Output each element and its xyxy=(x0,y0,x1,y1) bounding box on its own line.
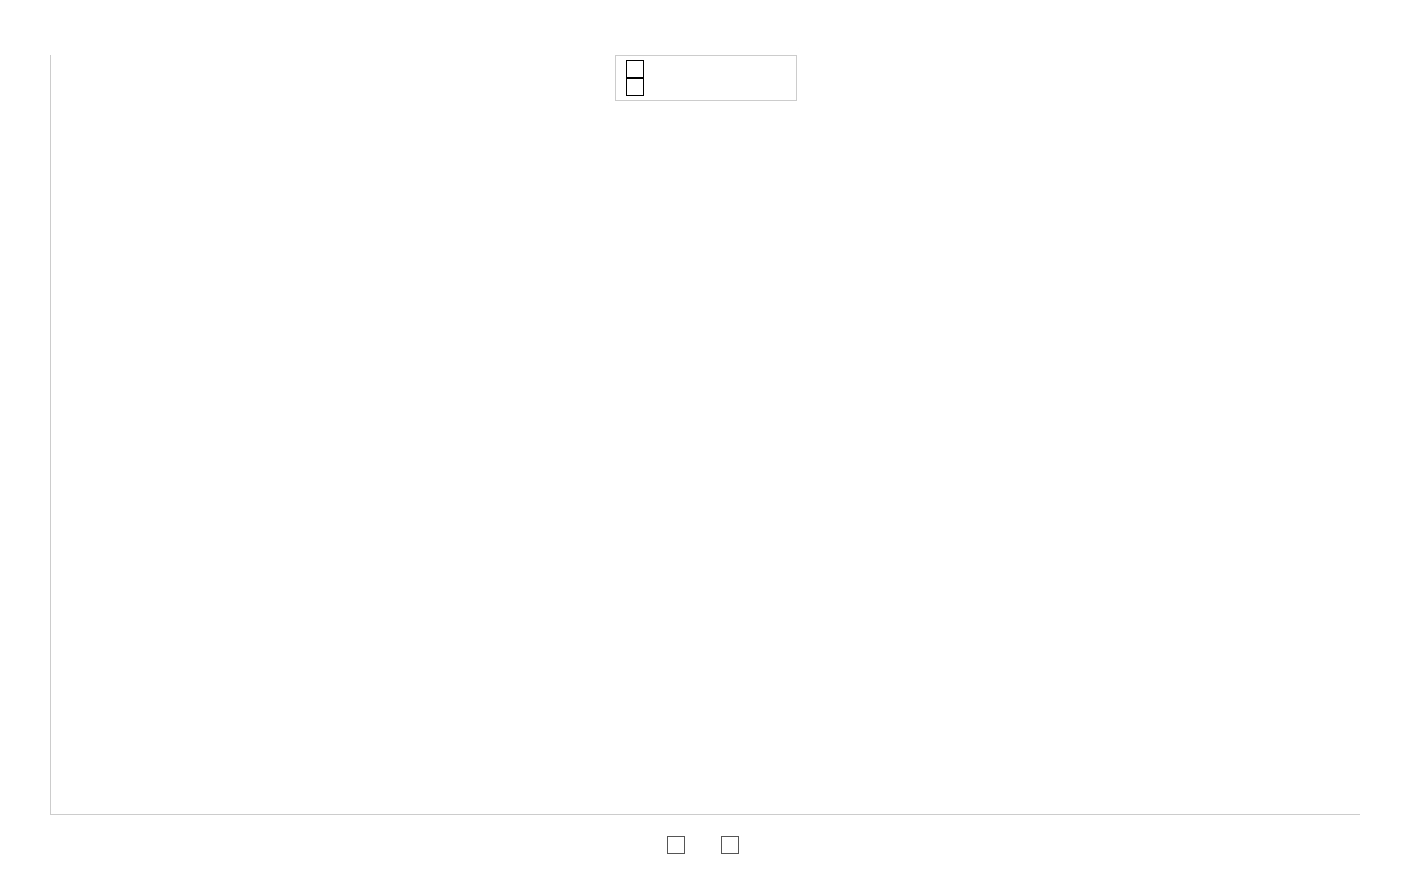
legend-item-france xyxy=(667,836,691,854)
legend-swatch-france xyxy=(667,836,685,854)
plot-svg xyxy=(51,55,1360,814)
legend-swatch-eritrea xyxy=(721,836,739,854)
stats-row-france xyxy=(626,60,786,78)
swatch-eritrea xyxy=(626,78,644,96)
bottom-legend xyxy=(667,836,745,854)
legend-item-eritrea xyxy=(721,836,745,854)
plot-area xyxy=(50,55,1360,815)
stats-row-eritrea xyxy=(626,78,786,96)
stats-legend xyxy=(615,55,797,101)
chart-container xyxy=(0,0,1406,892)
swatch-france xyxy=(626,60,644,78)
